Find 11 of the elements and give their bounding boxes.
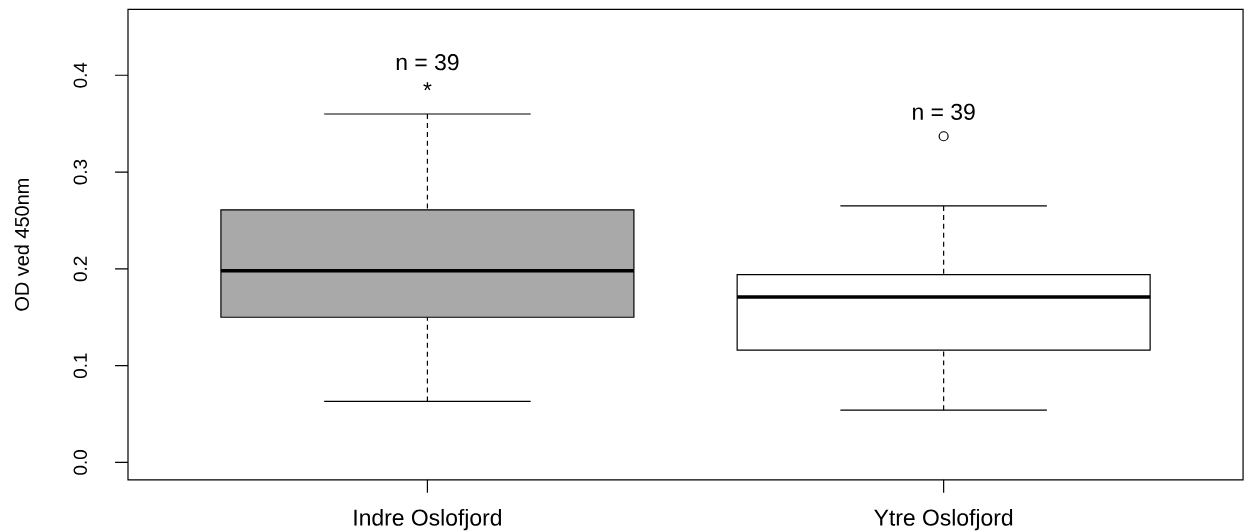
annotation: *	[423, 82, 432, 91]
y-tick-label: 0.2	[73, 256, 87, 282]
y-tick-label: 0.1	[73, 353, 87, 379]
y-tick-label: 0.3	[73, 159, 87, 185]
x-tick-label: Indre Oslofjord	[354, 509, 501, 531]
y-tick-label: 0.0	[73, 450, 87, 476]
annotation: n = 39	[396, 54, 459, 71]
y-tick-label: 0.4	[73, 62, 87, 88]
x-tick-label: Ytre Oslofjord	[874, 509, 1013, 531]
annotation: n = 39	[913, 103, 975, 121]
y-axis-title: OD ved 450nm	[14, 179, 29, 311]
